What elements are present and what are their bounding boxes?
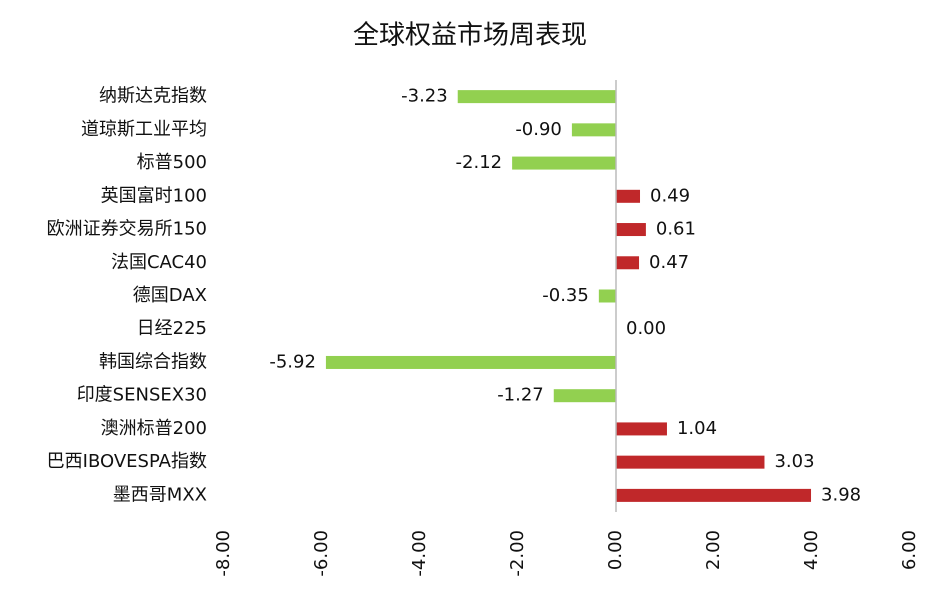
bar: [616, 223, 646, 237]
x-tick-label: -2.00: [507, 530, 528, 577]
value-label: 3.98: [821, 484, 861, 505]
value-label: -2.12: [456, 152, 503, 173]
y-tick-label: 标普500: [137, 152, 207, 173]
value-label: 1.04: [677, 418, 717, 439]
bar: [616, 422, 667, 436]
value-label: 3.03: [774, 451, 814, 472]
value-label: -0.35: [542, 285, 589, 306]
y-tick-label: 德国DAX: [133, 285, 207, 306]
value-label: 0.49: [650, 185, 690, 206]
value-label: -1.27: [497, 385, 544, 406]
bar: [616, 488, 812, 502]
value-label: 0.61: [656, 219, 696, 240]
x-tick-label: -4.00: [409, 530, 430, 577]
y-tick-label: 欧洲证券交易所150: [47, 219, 207, 240]
y-tick-label: 法国CAC40: [111, 252, 207, 273]
bar: [553, 389, 616, 403]
y-tick-label: 道琼斯工业平均: [81, 119, 207, 140]
value-label: -3.23: [401, 86, 448, 107]
bar: [457, 90, 616, 104]
y-tick-label: 韩国综合指数: [99, 351, 207, 372]
y-tick-label: 纳斯达克指数: [99, 86, 207, 107]
y-tick-label: 澳洲标普200: [101, 418, 207, 439]
y-tick-label: 日经225: [137, 318, 207, 339]
bar: [616, 189, 641, 203]
x-tick-label: -8.00: [213, 530, 234, 577]
value-label: 0.47: [649, 252, 689, 273]
value-label: 0.00: [626, 318, 666, 339]
chart-title: 全球权益市场周表现: [353, 21, 587, 51]
bar: [616, 455, 765, 469]
x-tick-label: -6.00: [311, 530, 332, 577]
bar: [616, 256, 640, 270]
x-tick-label: 2.00: [703, 530, 724, 570]
y-tick-label: 墨西哥MXX: [113, 484, 207, 505]
y-tick-label: 印度SENSEX30: [77, 385, 207, 406]
y-tick-label: 英国富时100: [101, 185, 207, 206]
bar: [512, 156, 616, 170]
value-label: -5.92: [269, 351, 316, 372]
bar: [571, 123, 616, 137]
x-tick-label: 4.00: [801, 530, 822, 570]
y-tick-label: 巴西IBOVESPA指数: [47, 451, 207, 472]
value-label: -0.90: [515, 119, 562, 140]
bar: [598, 289, 616, 303]
bar: [325, 355, 616, 369]
x-tick-label: 6.00: [899, 530, 920, 570]
x-tick-label: 0.00: [605, 530, 626, 570]
